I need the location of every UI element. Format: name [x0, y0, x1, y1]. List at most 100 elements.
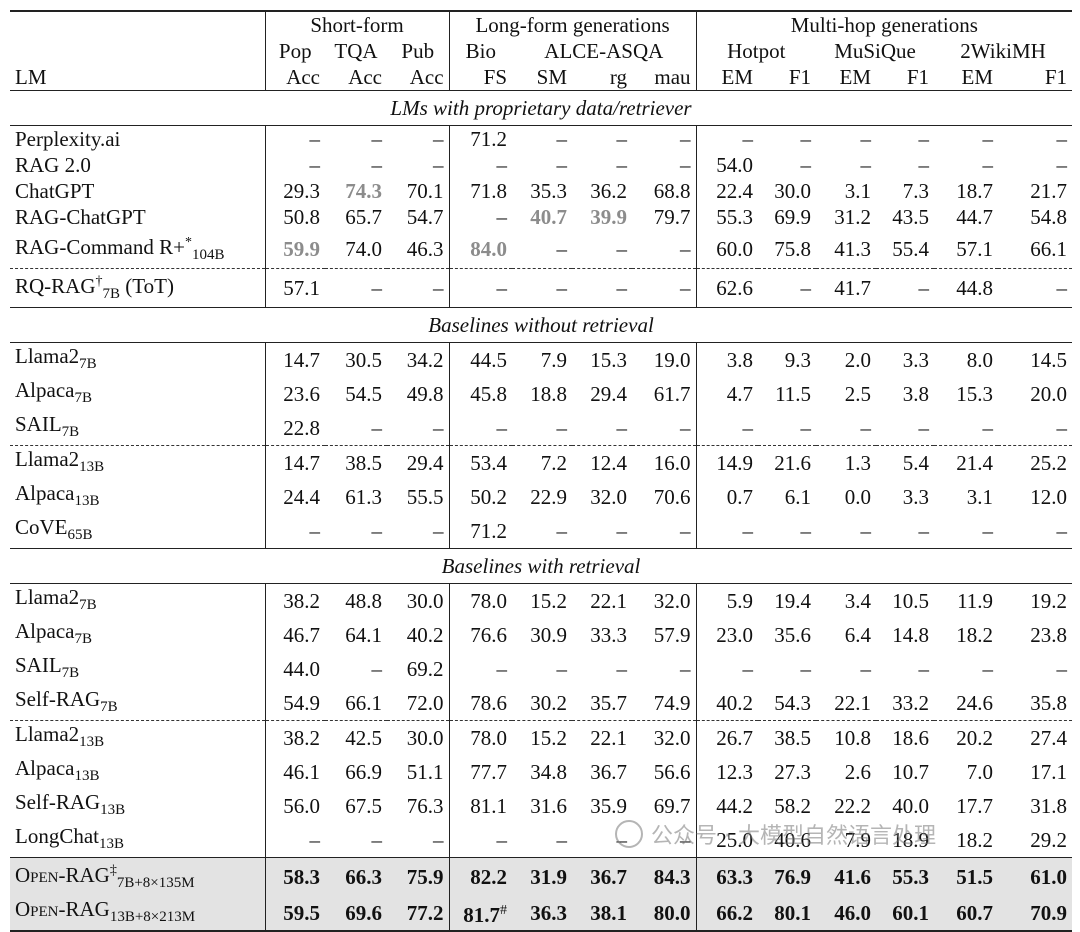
value-cell: 23.8 [998, 618, 1072, 652]
value-cell: 70.1 [387, 178, 450, 204]
value: 2.0 [844, 348, 872, 372]
value-cell: – [387, 514, 450, 549]
value: 33.3 [590, 623, 628, 647]
value: 7.3 [902, 179, 930, 203]
model-name: RAG-ChatGPT [15, 205, 146, 229]
metric-header: rg [609, 65, 628, 89]
value: 15.3 [956, 382, 994, 406]
value: 29.3 [283, 179, 320, 203]
value-cell: 31.9 [512, 857, 573, 896]
value: – [800, 519, 812, 543]
value-cell: 84.0 [449, 230, 512, 269]
dataset-bio: Bio [465, 39, 496, 63]
value: 31.9 [530, 865, 568, 889]
model-name: Alpaca [15, 378, 75, 402]
value: 45.8 [470, 382, 508, 406]
value: 36.7 [590, 760, 628, 784]
value: 22.1 [590, 726, 628, 750]
value: 23.6 [283, 382, 320, 406]
value: – [433, 127, 444, 151]
value: 3.3 [902, 485, 930, 509]
value-cell: 69.7 [632, 789, 697, 823]
value-cell: – [998, 652, 1072, 686]
model-name-cell: Open-RAG13B+8×213M [10, 896, 266, 932]
value: 58.2 [774, 794, 812, 818]
header-row-metrics: LM Acc Acc Acc FS SM rg mau EM F1 EM F1 EM F1 [10, 64, 1072, 91]
value-cell: – [934, 125, 999, 152]
value-cell: 15.3 [572, 342, 633, 377]
value: 27.4 [1030, 726, 1068, 750]
table-row: Llama213B 14.7 38.5 29.4 53.4 7.2 12.4 16.0 14.9… [10, 445, 1073, 480]
value-cell: 77.7 [449, 755, 512, 789]
value-cell: 54.8 [998, 204, 1072, 230]
value-cell: 56.6 [632, 755, 697, 789]
value-cell: – [512, 268, 573, 308]
value: 3.8 [726, 348, 754, 372]
value-cell: – [325, 125, 387, 152]
value-cell: 55.5 [387, 480, 450, 514]
value-cell: 57.1 [265, 268, 325, 308]
lm-column-header: LM [10, 64, 266, 91]
value-cell: – [449, 268, 513, 308]
value: 6.1 [784, 485, 812, 509]
value-cell: 29.2 [998, 823, 1072, 858]
value-cell: – [265, 125, 325, 152]
value: 30.0 [774, 179, 812, 203]
value-cell: – [934, 652, 998, 686]
value: – [680, 657, 691, 681]
value-cell: – [572, 230, 632, 269]
value-cell: 61.0 [998, 857, 1073, 896]
value: 75.8 [774, 237, 812, 261]
value: 70.9 [1030, 901, 1068, 925]
value: – [556, 276, 568, 300]
value-cell: 44.5 [449, 342, 513, 377]
table-row: Alpaca7B 23.6 54.5 49.8 45.8 18.8 29.4 61.7 4.7 1… [10, 377, 1072, 411]
value-cell: 2.6 [816, 755, 876, 789]
value: 34.2 [406, 348, 444, 372]
value-cell: 57.1 [934, 230, 998, 269]
value: 44.5 [470, 348, 508, 372]
value-cell: – [876, 652, 934, 686]
value-cell: 14.8 [876, 618, 934, 652]
section-header-row: Baselines without retrieval [10, 307, 1073, 343]
value-cell: – [934, 152, 998, 178]
value: 24.6 [956, 691, 994, 715]
value-cell: 49.8 [387, 377, 450, 411]
value: 31.2 [834, 205, 872, 229]
value: – [496, 276, 508, 300]
value-cell: 43.5 [876, 204, 934, 230]
value: – [556, 127, 568, 151]
value-cell: 69.2 [387, 652, 450, 686]
value: 40.0 [892, 794, 930, 818]
model-name: SAIL [15, 653, 62, 677]
value-cell: 3.8 [696, 342, 759, 377]
value: 40.7 [530, 205, 568, 229]
value: – [680, 276, 691, 300]
value: 61.7 [653, 382, 691, 406]
value-cell: 79.7 [632, 204, 697, 230]
value: 11.5 [775, 382, 812, 406]
value: 70.6 [653, 485, 691, 509]
value-cell: 81.7# [449, 896, 513, 932]
value-cell: 44.0 [265, 652, 325, 686]
value-cell: 41.7 [816, 268, 877, 308]
model-name: RAG 2.0 [15, 153, 91, 177]
value-cell: 35.9 [572, 789, 632, 823]
value-cell: 18.7 [934, 178, 998, 204]
value-cell: 78.6 [449, 686, 512, 721]
value: 19.0 [653, 348, 691, 372]
value: – [556, 153, 568, 177]
model-name: Alpaca [15, 481, 75, 505]
model-name-cell: RQ-RAG†7B (ToT) [10, 268, 266, 308]
value: 71.2 [470, 519, 508, 543]
value: – [371, 416, 383, 440]
model-name: Open-RAG [15, 897, 110, 921]
value-cell: 8.0 [934, 342, 999, 377]
metric-header: SM [536, 65, 568, 89]
value-cell: 22.1 [572, 720, 633, 755]
value-cell: 35.8 [998, 686, 1072, 721]
value-cell: 33.2 [876, 686, 934, 721]
value-cell: 56.0 [265, 789, 325, 823]
value: 36.3 [530, 901, 568, 925]
value-cell: – [572, 152, 632, 178]
